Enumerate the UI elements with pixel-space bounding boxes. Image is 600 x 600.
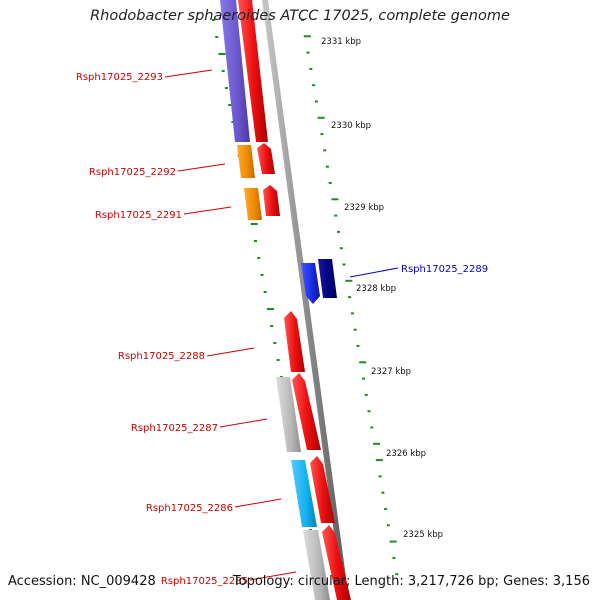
leader-line — [206, 347, 255, 357]
leader-line — [164, 69, 213, 78]
gene-labels: Rsph17025_2293 Rsph17025_2292 Rsph17025_… — [76, 72, 488, 587]
cds-arrow[interactable] — [310, 456, 335, 523]
leader-line — [219, 418, 268, 428]
scale-label: 2329 kbp — [344, 203, 384, 213]
gene-label[interactable]: Rsph17025_2292 — [89, 167, 176, 178]
gene-feature-cyan[interactable] — [291, 460, 317, 527]
gene-feature-navy[interactable] — [318, 259, 337, 298]
gene-label-highlighted[interactable]: Rsph17025_2289 — [401, 264, 488, 275]
scale-label: 2328 kbp — [356, 284, 396, 294]
gene-label[interactable]: Rsph17025_2285 — [161, 576, 248, 587]
gene-feature-purple[interactable] — [220, 0, 250, 142]
figure-title: Rhodobacter sphaeroides ATCC 17025, comp… — [90, 8, 510, 24]
gene-feature-gray[interactable] — [276, 377, 301, 452]
gene-label[interactable]: Rsph17025_2288 — [118, 351, 205, 362]
topology-text: Topology: circular; Length: 3,217,726 bp… — [232, 574, 590, 589]
leader-line — [183, 206, 232, 215]
gene-feature-orange[interactable] — [244, 188, 262, 220]
cds-arrow[interactable] — [292, 373, 321, 450]
scale-label: 2331 kbp — [321, 37, 361, 47]
accession-text: Accession: NC_009428 — [8, 574, 156, 589]
genome-backbone — [262, 0, 349, 600]
scale-label: 2326 kbp — [386, 449, 426, 459]
gene-feature-blue[interactable] — [301, 263, 320, 304]
gene-label[interactable]: Rsph17025_2291 — [95, 210, 182, 221]
scale-label: 2327 kbp — [371, 367, 411, 377]
cds-feature[interactable] — [238, 0, 268, 142]
scale-label: 2330 kbp — [331, 121, 371, 131]
cds-arrow[interactable] — [257, 143, 275, 174]
gene-feature-orange[interactable] — [237, 145, 255, 178]
leader-line — [177, 163, 226, 172]
gene-label[interactable]: Rsph17025_2293 — [76, 72, 163, 83]
leader-line — [249, 571, 297, 581]
leader-line — [234, 498, 282, 508]
gene-label[interactable]: Rsph17025_2287 — [131, 423, 218, 434]
leader-line — [349, 267, 399, 278]
gene-label[interactable]: Rsph17025_2286 — [146, 503, 233, 514]
scale-label: 2325 kbp — [403, 530, 443, 540]
cds-arrow[interactable] — [322, 525, 351, 600]
gene-features — [220, 0, 351, 600]
cds-arrow[interactable] — [284, 311, 305, 372]
scale-labels: 2331 kbp 2330 kbp 2329 kbp 2328 kbp 2327… — [321, 37, 443, 540]
gene-label-leaders — [164, 69, 399, 581]
gene-feature-gray[interactable] — [303, 530, 330, 600]
cds-arrow[interactable] — [263, 185, 280, 216]
